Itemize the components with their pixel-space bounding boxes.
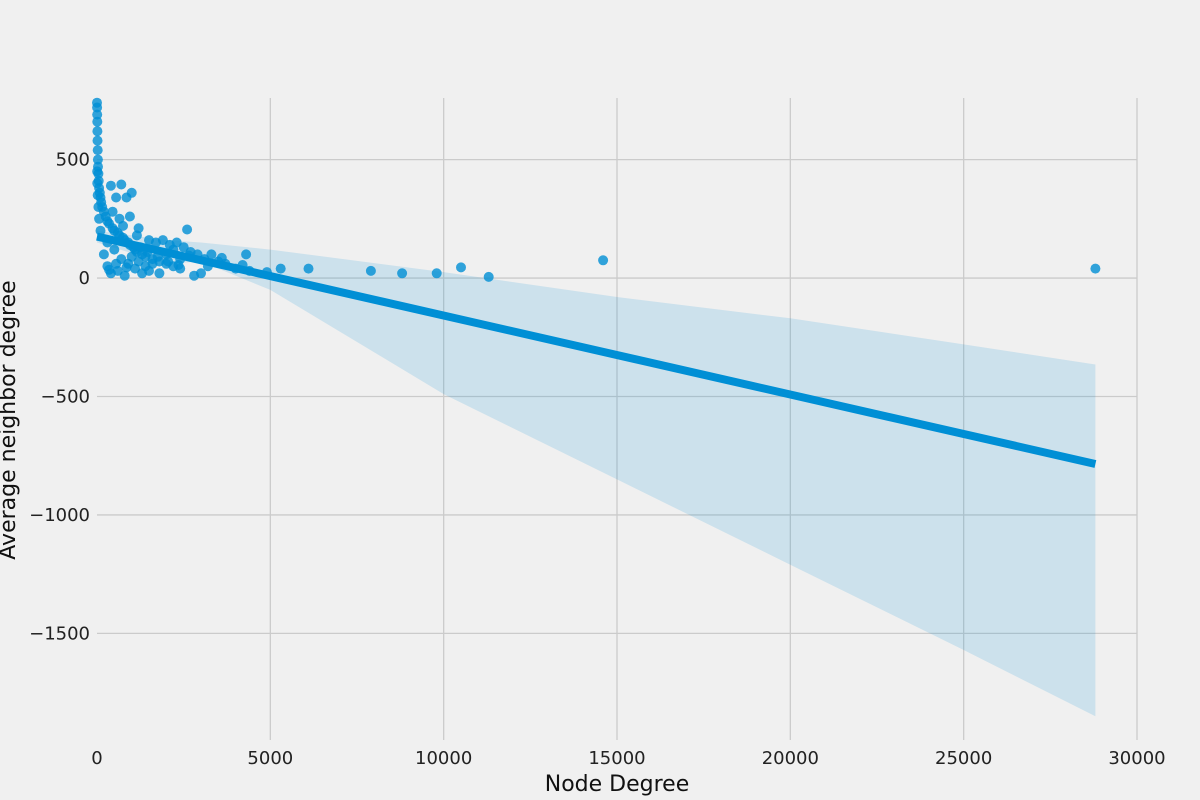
data-point <box>182 224 193 235</box>
x-tick-label: 15000 <box>588 748 645 769</box>
x-tick-label: 10000 <box>415 748 472 769</box>
data-point <box>116 179 127 190</box>
data-point <box>92 145 103 156</box>
data-point <box>126 187 137 198</box>
data-point <box>275 263 286 274</box>
data-point <box>598 255 609 266</box>
data-point <box>431 268 442 279</box>
confidence-band <box>97 230 1096 717</box>
data-point <box>92 135 103 146</box>
data-point <box>365 265 376 276</box>
data-point <box>196 268 206 279</box>
regression-line-layer <box>96 232 1097 468</box>
data-point <box>118 220 128 231</box>
data-point <box>303 263 314 274</box>
data-point <box>92 166 103 177</box>
x-tick-label: 20000 <box>762 748 819 769</box>
y-tick-label: 500 <box>56 150 90 171</box>
x-tick-label: 30000 <box>1108 748 1165 769</box>
data-point <box>206 249 217 260</box>
data-point <box>124 211 135 222</box>
data-point <box>131 230 142 241</box>
data-point <box>109 244 120 255</box>
data-point <box>121 262 132 273</box>
data-point <box>111 258 122 269</box>
data-point <box>92 126 103 137</box>
data-point <box>92 178 103 189</box>
tick-labels: 0 5000 10000 15000 20000 25000 300005000−500−1… <box>29 150 1166 769</box>
x-tick-label: 25000 <box>935 748 992 769</box>
data-point <box>92 190 103 201</box>
data-point <box>456 262 466 273</box>
data-point <box>104 264 115 275</box>
y-axis-title: Average neighbor degree <box>0 280 21 559</box>
x-axis-title: Node Degree <box>545 772 689 797</box>
x-tick-label: 5000 <box>247 748 293 769</box>
data-point <box>163 256 174 267</box>
y-tick-label: −500 <box>41 386 90 407</box>
data-point <box>92 154 103 165</box>
data-point <box>92 109 103 120</box>
data-point <box>98 249 109 260</box>
data-point <box>94 213 105 224</box>
data-point <box>119 270 130 281</box>
data-point <box>92 116 103 127</box>
regression-line <box>96 232 1097 468</box>
data-point <box>397 268 408 279</box>
data-point <box>93 202 104 212</box>
data-point <box>92 102 103 113</box>
data-point <box>173 260 184 270</box>
y-tick-label: −1500 <box>29 623 90 644</box>
data-point <box>154 268 165 279</box>
x-tick-label: 0 <box>91 748 102 769</box>
data-point <box>111 192 122 203</box>
y-tick-label: 0 <box>79 268 90 289</box>
data-point <box>147 258 158 269</box>
data-point <box>107 206 118 217</box>
data-point <box>483 271 494 282</box>
confidence-band-layer <box>97 230 1096 717</box>
data-point <box>105 180 116 191</box>
y-tick-label: −1000 <box>29 505 90 526</box>
data-point <box>1090 263 1101 274</box>
data-point <box>241 249 252 260</box>
